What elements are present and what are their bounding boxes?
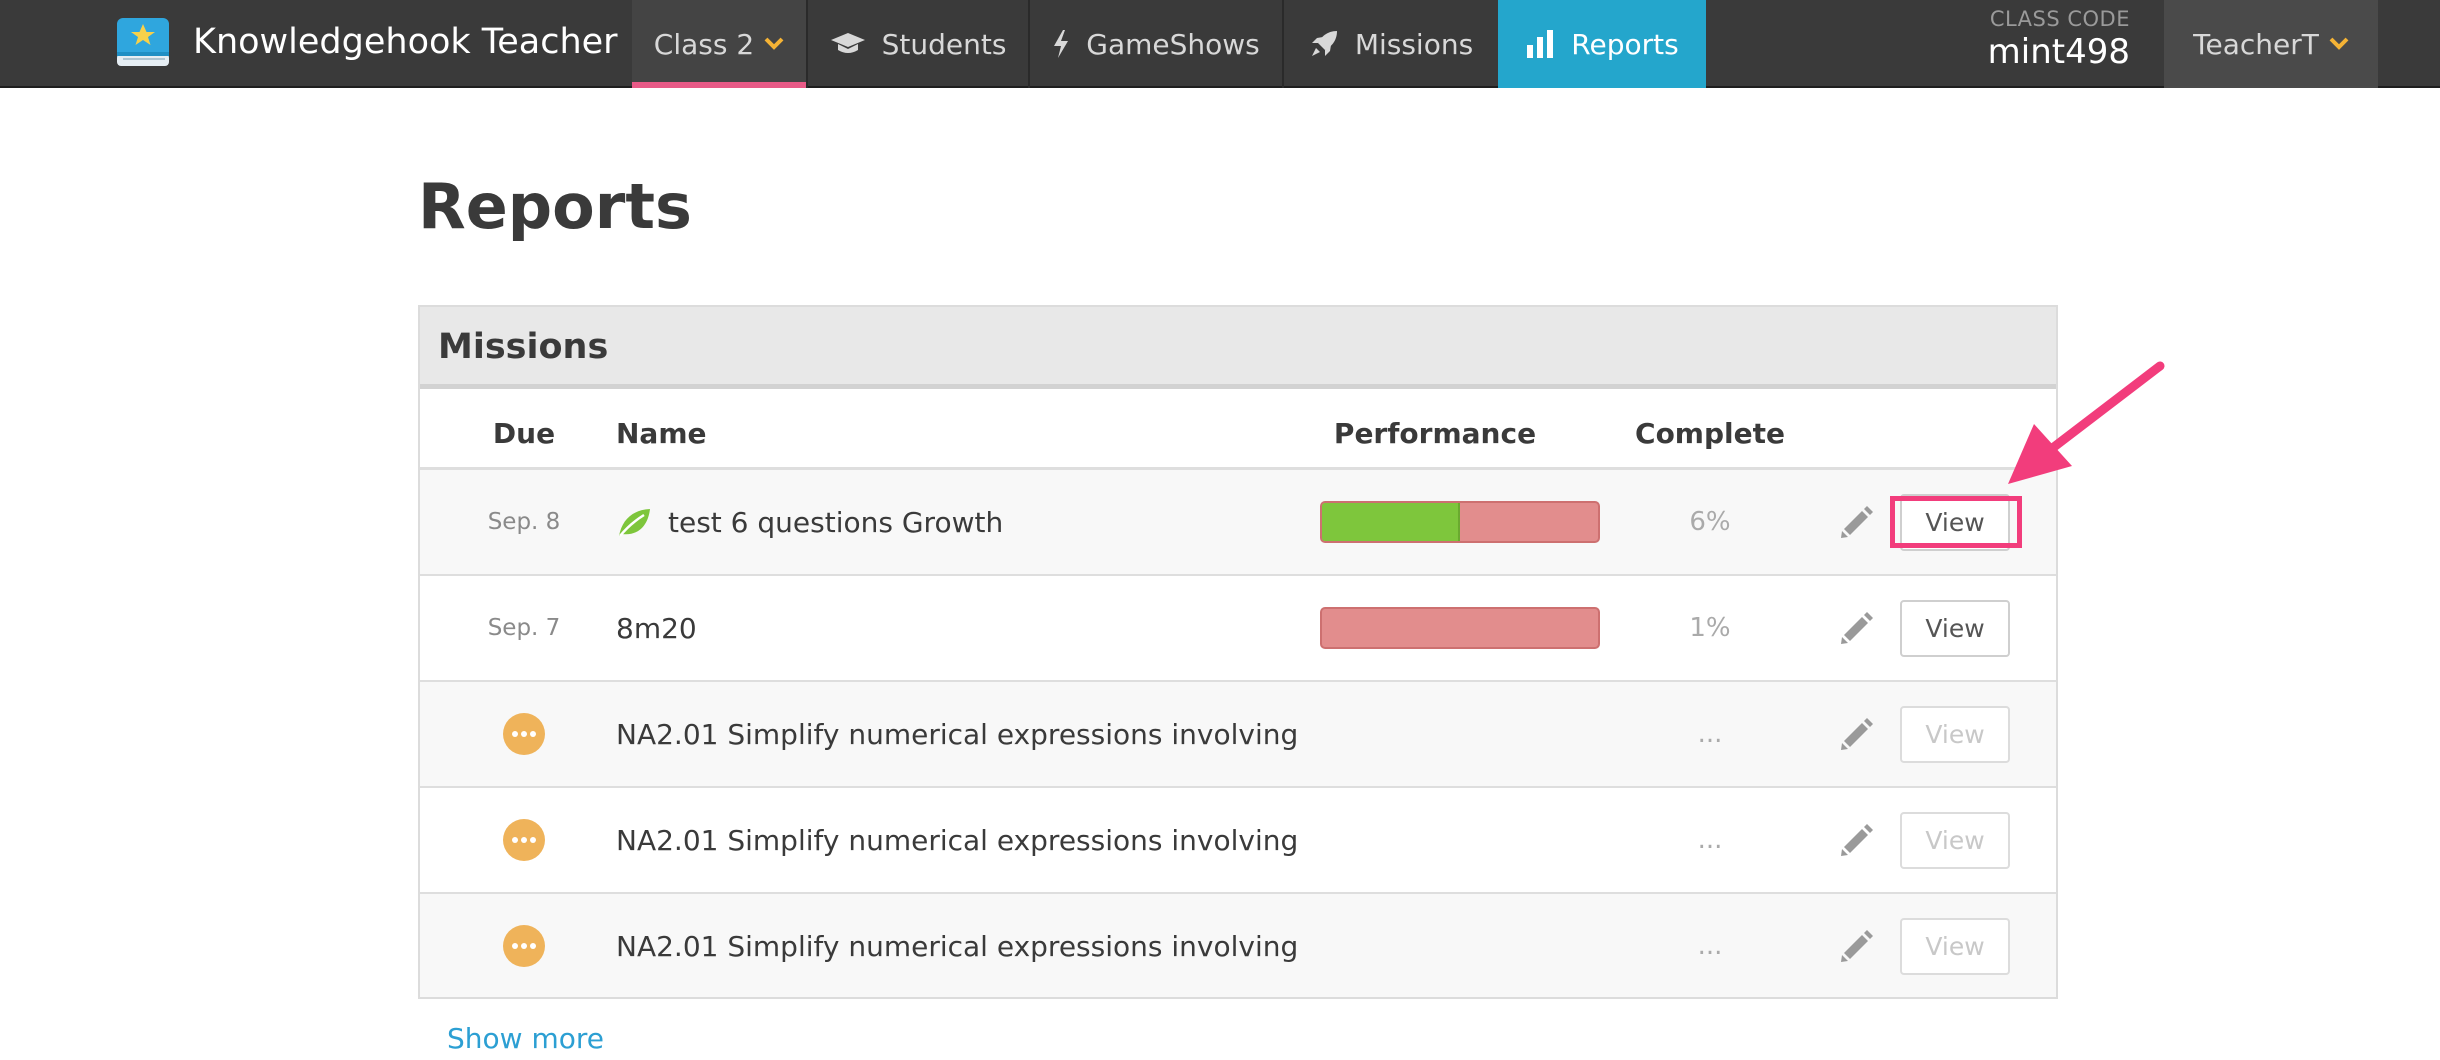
book-star-icon xyxy=(117,18,169,66)
row-complete: ... xyxy=(1697,825,1723,855)
row-due-status xyxy=(484,682,564,786)
row-name-label: 8m20 xyxy=(616,611,697,645)
view-button-disabled[interactable]: View xyxy=(1900,812,2010,869)
row-due-date: Sep. 7 xyxy=(487,615,561,641)
column-header-complete: Complete xyxy=(1635,417,1785,450)
nav-students[interactable]: Students xyxy=(808,0,1028,88)
pencil-edit-icon[interactable] xyxy=(1838,609,1876,647)
row-complete: 6% xyxy=(1689,507,1731,537)
graduation-cap-icon xyxy=(830,31,866,57)
nav-divider xyxy=(1028,0,1030,88)
row-due-date: Sep. 8 xyxy=(487,509,561,535)
row-name-label: NA2.01 Simplify numerical expressions in… xyxy=(616,823,1299,857)
performance-bar xyxy=(1320,607,1600,649)
nav-reports[interactable]: Reports xyxy=(1498,0,1706,88)
row-name-label: NA2.01 Simplify numerical expressions in… xyxy=(616,717,1299,751)
row-complete: 1% xyxy=(1689,613,1731,643)
row-name[interactable]: test 6 questions Growth xyxy=(616,470,1003,574)
table-row: Sep. 7 8m20 1% View xyxy=(420,576,2056,682)
pencil-edit-icon[interactable] xyxy=(1838,821,1876,859)
column-header-due: Due xyxy=(492,417,556,450)
leaf-icon xyxy=(616,506,652,538)
view-button-disabled[interactable]: View xyxy=(1900,918,2010,975)
class-code-label: CLASS CODE xyxy=(1989,7,2130,31)
view-button-disabled[interactable]: View xyxy=(1900,706,2010,763)
annotation-highlight-box xyxy=(1890,496,2022,548)
class-selector[interactable]: Class 2 xyxy=(632,0,806,88)
performance-bar-correct xyxy=(1322,503,1460,541)
pencil-edit-icon[interactable] xyxy=(1838,927,1876,965)
teacher-menu[interactable]: TeacherT xyxy=(2164,0,2378,88)
nav-missions[interactable]: Missions xyxy=(1284,0,1498,88)
rocket-icon xyxy=(1309,29,1339,59)
column-header-name: Name xyxy=(616,417,707,450)
class-selector-label: Class 2 xyxy=(653,27,755,61)
nav-gameshows-label: GameShows xyxy=(1086,27,1260,61)
header-divider xyxy=(420,467,2056,470)
table-row: Sep. 8 test 6 questions Growth 6% View xyxy=(420,470,2056,576)
class-selector-underline xyxy=(632,82,806,88)
missions-panel-title: Missions xyxy=(438,327,609,367)
row-name[interactable]: NA2.01 Simplify numerical expressions in… xyxy=(616,682,1298,786)
table-row: NA2.01 Simplify numerical expressions in… xyxy=(420,788,2056,894)
brand-title: Knowledgehook Teacher xyxy=(193,22,618,62)
performance-bar xyxy=(1320,501,1600,543)
row-complete: ... xyxy=(1697,719,1723,749)
table-row: NA2.01 Simplify numerical expressions in… xyxy=(420,682,2056,788)
view-button[interactable]: View xyxy=(1900,494,2010,551)
row-name-label: NA2.01 Simplify numerical expressions in… xyxy=(616,929,1299,963)
table-row: NA2.01 Simplify numerical expressions in… xyxy=(420,894,2056,997)
row-name[interactable]: 8m20 xyxy=(616,576,697,680)
pending-dots-icon xyxy=(503,925,545,967)
nav-missions-label: Missions xyxy=(1354,27,1474,61)
class-code: CLASS CODE mint498 xyxy=(1980,6,2130,72)
show-more-link[interactable]: Show more xyxy=(447,1022,604,1055)
class-code-value: mint498 xyxy=(1987,32,2130,72)
teacher-menu-label: TeacherT xyxy=(2193,27,2319,61)
brand-home-link[interactable]: Knowledgehook Teacher xyxy=(115,12,618,72)
nav-gameshows[interactable]: GameShows xyxy=(1030,0,1282,88)
row-name[interactable]: NA2.01 Simplify numerical expressions in… xyxy=(616,894,1298,998)
lightning-icon xyxy=(1052,29,1070,59)
nav-reports-label: Reports xyxy=(1571,27,1679,61)
row-name-label: test 6 questions Growth xyxy=(668,505,1004,539)
top-navbar: Knowledgehook Teacher Class 2 Students G… xyxy=(0,0,2440,88)
row-due-status xyxy=(484,788,564,892)
pending-dots-icon xyxy=(503,819,545,861)
nav-students-label: Students xyxy=(881,27,1007,61)
page-title: Reports xyxy=(418,170,692,243)
nav-divider xyxy=(806,0,808,88)
row-due-status xyxy=(484,894,564,998)
pencil-edit-icon[interactable] xyxy=(1838,503,1876,541)
chevron-down-icon xyxy=(764,37,784,51)
chevron-down-icon xyxy=(2329,37,2349,51)
missions-panel-header: Missions xyxy=(420,307,2056,389)
missions-panel: Missions Due Name Performance Complete S… xyxy=(418,305,2058,999)
column-header-performance: Performance xyxy=(1333,417,1537,450)
nav-divider xyxy=(1282,0,1284,88)
view-button[interactable]: View xyxy=(1900,600,2010,657)
pencil-edit-icon[interactable] xyxy=(1838,715,1876,753)
pending-dots-icon xyxy=(503,713,545,755)
row-complete: ... xyxy=(1697,931,1723,961)
bar-chart-icon xyxy=(1525,29,1555,59)
row-name[interactable]: NA2.01 Simplify numerical expressions in… xyxy=(616,788,1298,892)
